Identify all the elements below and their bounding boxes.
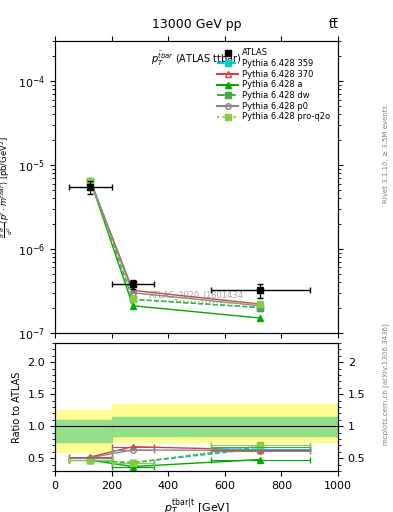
Pythia 6.428 pro-q2o: [258, 301, 263, 307]
Line: Pythia 6.428 370: Pythia 6.428 370: [88, 178, 263, 307]
Pythia 6.428 p0: [258, 303, 263, 309]
Text: 13000 GeV pp: 13000 GeV pp: [152, 18, 241, 31]
Pythia 6.428 359: [258, 305, 263, 311]
X-axis label: $p^{\mathrm{tbar|t}}_T$ [GeV]: $p^{\mathrm{tbar|t}}_T$ [GeV]: [163, 496, 230, 512]
Line: Pythia 6.428 a: Pythia 6.428 a: [88, 178, 263, 321]
Pythia 6.428 359: [88, 178, 93, 184]
Pythia 6.428 a: [258, 315, 263, 321]
Pythia 6.428 dw: [88, 178, 93, 184]
Line: Pythia 6.428 pro-q2o: Pythia 6.428 pro-q2o: [88, 178, 263, 307]
Pythia 6.428 pro-q2o: [88, 178, 93, 184]
Text: Rivet 3.1.10, ≥ 3.5M events: Rivet 3.1.10, ≥ 3.5M events: [383, 104, 389, 203]
Y-axis label: $\frac{d^2\sigma^u}{d^2}\langle p^{\bar{t}}  \cdot m^{\bar{t}bar}\rangle$ [pb/Ge: $\frac{d^2\sigma^u}{d^2}\langle p^{\bar{…: [0, 136, 15, 238]
Pythia 6.428 a: [88, 178, 93, 184]
Pythia 6.428 p0: [88, 178, 93, 184]
Text: ATLAS_2020_I1801434: ATLAS_2020_I1801434: [149, 290, 244, 300]
Pythia 6.428 pro-q2o: [130, 296, 135, 303]
Pythia 6.428 359: [130, 296, 135, 303]
Pythia 6.428 370: [88, 178, 93, 184]
Pythia 6.428 a: [130, 303, 135, 309]
Pythia 6.428 dw: [258, 305, 263, 311]
Text: tt̅: tt̅: [328, 18, 338, 31]
Text: $p_T^{\bar{t}bar}$ (ATLAS ttbar): $p_T^{\bar{t}bar}$ (ATLAS ttbar): [151, 50, 242, 68]
Y-axis label: Ratio to ATLAS: Ratio to ATLAS: [12, 371, 22, 443]
Pythia 6.428 370: [258, 301, 263, 307]
Pythia 6.428 dw: [130, 296, 135, 303]
Pythia 6.428 p0: [130, 290, 135, 296]
Text: mcplots.cern.ch [arXiv:1306.3436]: mcplots.cern.ch [arXiv:1306.3436]: [382, 323, 389, 445]
Pythia 6.428 370: [130, 287, 135, 293]
Line: Pythia 6.428 dw: Pythia 6.428 dw: [88, 178, 263, 310]
Line: Pythia 6.428 359: Pythia 6.428 359: [88, 178, 263, 310]
Line: Pythia 6.428 p0: Pythia 6.428 p0: [88, 178, 263, 309]
Legend: ATLAS, Pythia 6.428 359, Pythia 6.428 370, Pythia 6.428 a, Pythia 6.428 dw, Pyth: ATLAS, Pythia 6.428 359, Pythia 6.428 37…: [214, 45, 334, 125]
